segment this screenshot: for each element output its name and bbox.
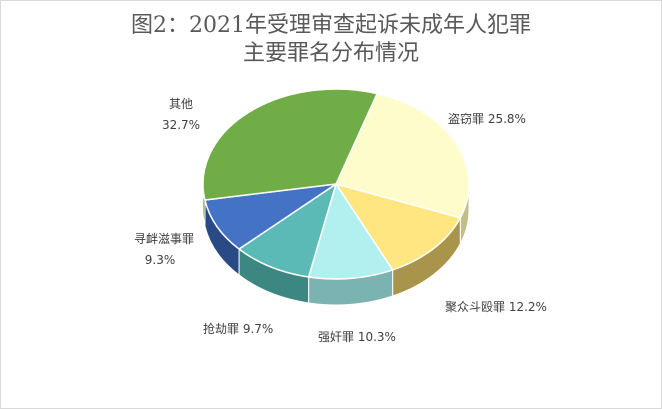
pie-tops <box>202 88 470 280</box>
pie-slice-robbery <box>238 183 337 278</box>
pie-slice-provocation <box>204 183 337 250</box>
slice-label-rape: 强奸罪 10.3% <box>318 330 396 344</box>
slice-label-other: 其他 <box>169 97 193 111</box>
pie-slice-other <box>202 88 378 201</box>
slice-value-other: 32.7% <box>162 118 200 132</box>
chart-title-line1: 图2：2021年受理审查起诉未成年人犯罪 <box>131 13 531 38</box>
slice-value-provocation: 9.3% <box>145 253 176 267</box>
pie-slice-affray <box>335 183 462 271</box>
slice-label-theft: 盗窃罪 25.8% <box>448 111 526 126</box>
pie-labels: 盗窃罪 25.8% 聚众斗殴罪 12.2% 强奸罪 10.3% 抢劫罪 9.7%… <box>134 97 547 344</box>
slice-label-robbery: 抢劫罪 9.7% <box>203 321 273 336</box>
pie-slice-theft <box>335 92 470 219</box>
slice-label-affray: 聚众斗殴罪 12.2% <box>445 300 547 314</box>
chart-title-line2: 主要罪名分布情况 <box>242 41 419 66</box>
slice-label-provocation: 寻衅滋事罪 <box>134 232 194 246</box>
chart-title: 图2：2021年受理审查起诉未成年人犯罪 主要罪名分布情况 <box>0 12 662 68</box>
